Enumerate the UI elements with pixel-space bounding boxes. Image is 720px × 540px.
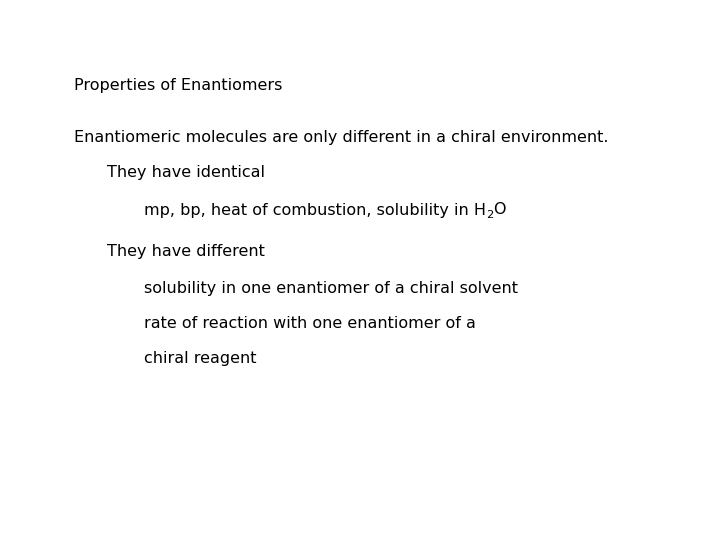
Text: mp, bp, heat of combustion, solubility in H: mp, bp, heat of combustion, solubility i… bbox=[144, 202, 486, 218]
Text: Properties of Enantiomers: Properties of Enantiomers bbox=[74, 78, 282, 93]
Text: chiral reagent: chiral reagent bbox=[144, 351, 256, 366]
Text: Enantiomeric molecules are only different in a chiral environment.: Enantiomeric molecules are only differen… bbox=[74, 130, 608, 145]
Text: They have different: They have different bbox=[107, 244, 264, 259]
Text: rate of reaction with one enantiomer of a: rate of reaction with one enantiomer of … bbox=[144, 316, 476, 331]
Text: solubility in one enantiomer of a chiral solvent: solubility in one enantiomer of a chiral… bbox=[144, 281, 518, 296]
Text: 2: 2 bbox=[486, 210, 493, 219]
Text: They have identical: They have identical bbox=[107, 165, 264, 180]
Text: O: O bbox=[493, 202, 505, 218]
